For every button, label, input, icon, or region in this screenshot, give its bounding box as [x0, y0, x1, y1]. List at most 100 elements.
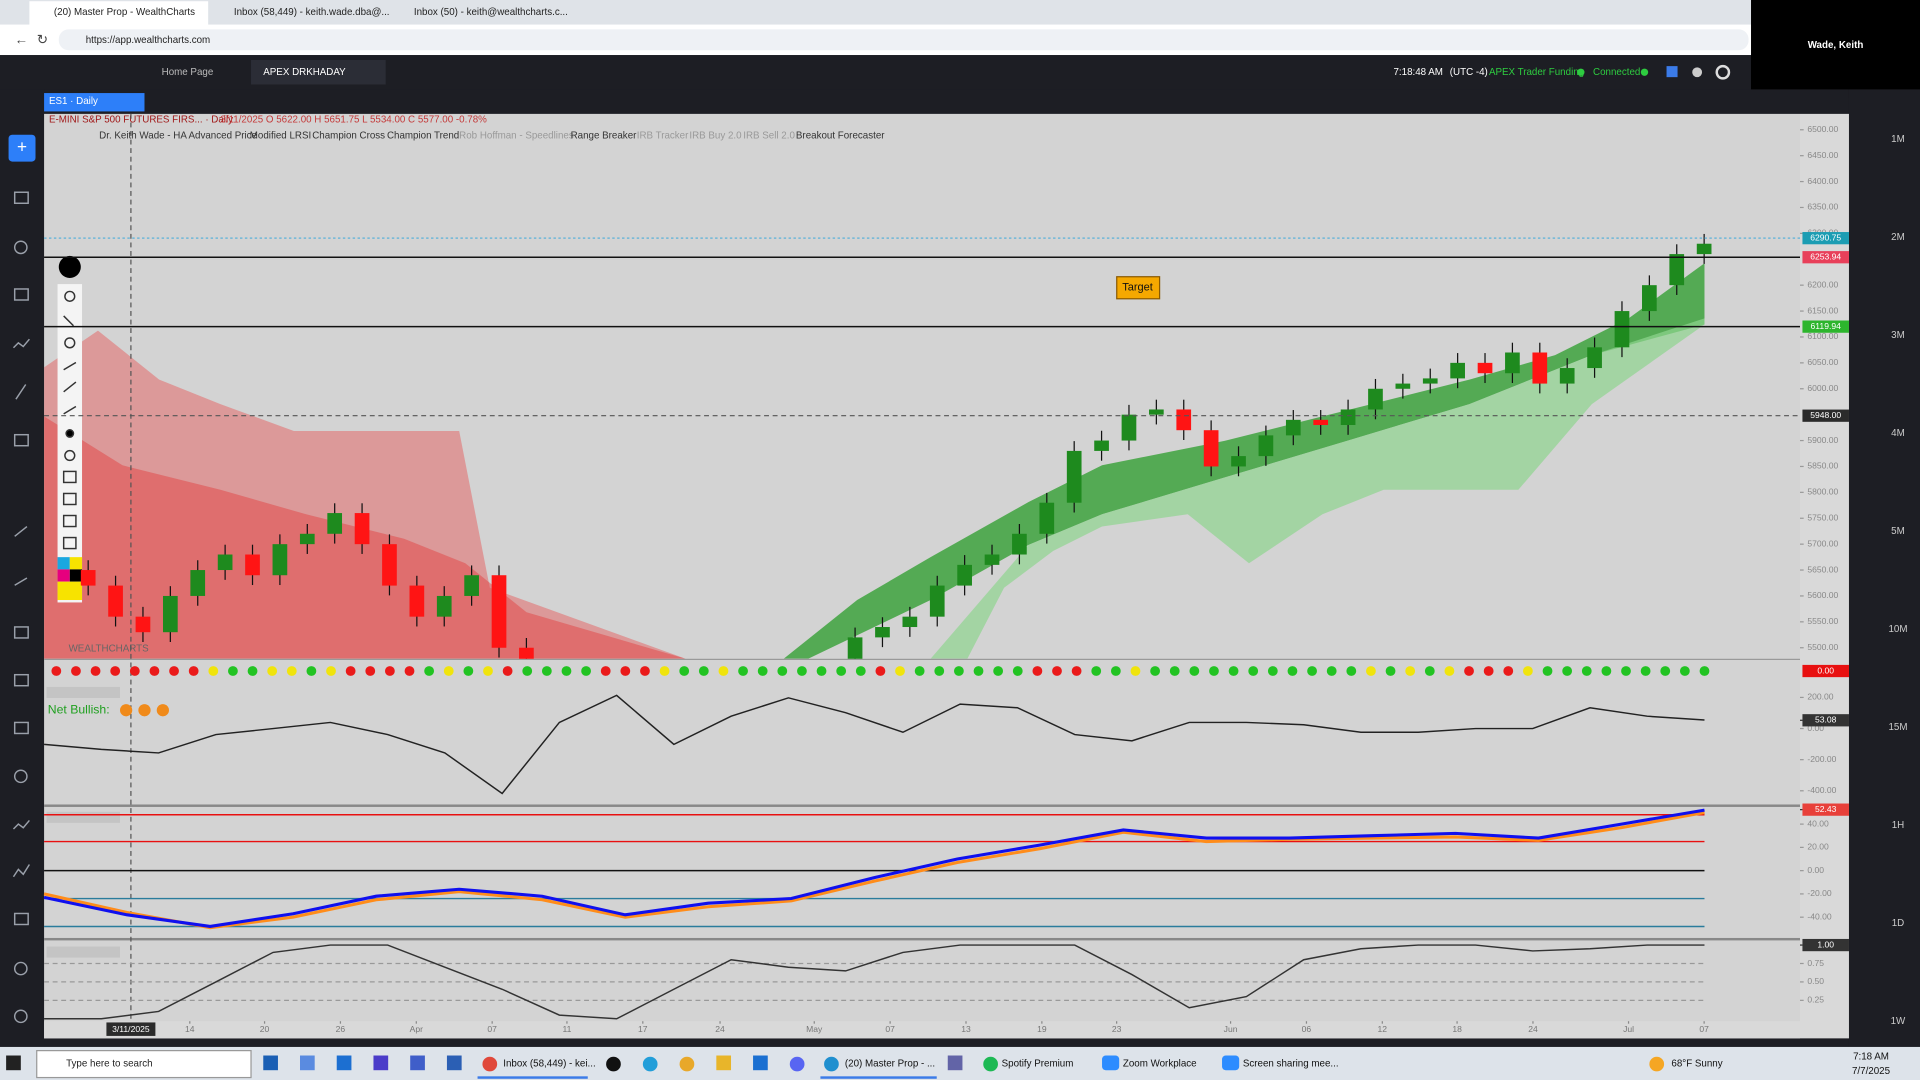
alerts-icon[interactable] — [1692, 67, 1703, 78]
signal-dot — [365, 666, 376, 676]
candle — [1642, 285, 1657, 312]
y-tick-label: 200.00 — [1807, 692, 1833, 702]
taskbar-icons[interactable] — [263, 1055, 1665, 1072]
taskbar-app[interactable]: Zoom Workplace — [1123, 1059, 1197, 1070]
search-text[interactable]: Type here to search — [66, 1059, 152, 1070]
x-tick-label: 13 — [961, 1024, 971, 1034]
signal-dot — [1542, 666, 1553, 676]
taskbar-app[interactable]: Spotify Premium — [1002, 1059, 1074, 1070]
browser-tab[interactable]: Inbox (50) - keith@wealthcharts.c... — [414, 7, 568, 18]
interval[interactable]: 1D — [1892, 918, 1905, 929]
active-tab[interactable] — [29, 1, 209, 25]
candle — [1313, 419, 1329, 426]
y-tick-label: 6100.00 — [1807, 331, 1838, 341]
signal-dot — [443, 666, 454, 676]
url-field[interactable] — [58, 29, 1749, 51]
candle — [519, 647, 534, 659]
color-swatch[interactable] — [57, 581, 83, 600]
interval[interactable]: 1M — [1891, 134, 1905, 145]
candle — [1066, 450, 1082, 503]
signal-dot — [816, 666, 827, 676]
candle — [162, 595, 178, 633]
layout-tab[interactable]: APEX DRKHADAY — [263, 67, 346, 78]
pin-tool[interactable] — [58, 255, 81, 278]
color-swatch[interactable] — [69, 557, 83, 570]
color-swatch[interactable] — [69, 569, 83, 582]
candle — [929, 585, 945, 617]
search-box[interactable] — [36, 1050, 252, 1079]
candle — [1203, 430, 1219, 467]
indicator-name[interactable]: Champion Cross — [312, 131, 385, 142]
signal-dot — [698, 666, 709, 676]
indicator-name[interactable]: Champion Trend — [387, 131, 459, 142]
signal-dot — [424, 666, 435, 676]
indicator-name[interactable]: Rob Hoffman - Speedlines — [459, 131, 574, 142]
color-swatch[interactable] — [57, 569, 70, 582]
pane-label: Net Bullish: — [48, 702, 110, 716]
active-layout-tab[interactable] — [251, 60, 386, 85]
interval[interactable]: 10M — [1888, 624, 1907, 635]
indicator-name[interactable]: Modified LRSI — [250, 131, 311, 142]
signal-dot — [502, 666, 513, 676]
signal-dot — [149, 666, 160, 676]
taskbar-app[interactable]: (20) Master Prop - ... — [845, 1059, 935, 1070]
signal-dot — [875, 666, 886, 676]
indicator-name[interactable]: Range Breaker — [571, 131, 638, 142]
taskbar-app[interactable]: Screen sharing mee... — [1243, 1059, 1339, 1070]
interval[interactable]: 5M — [1891, 526, 1905, 537]
last-value: 1.00 — [1817, 939, 1834, 949]
signal-dot — [483, 666, 493, 676]
signal-dot — [1483, 666, 1494, 676]
signal-dot — [1012, 666, 1023, 676]
color-swatch[interactable] — [57, 557, 70, 570]
value-tag — [1802, 714, 1849, 727]
symbol-tab[interactable] — [44, 93, 145, 112]
y-tick-label: 6200.00 — [1807, 279, 1838, 289]
interval[interactable]: 15M — [1888, 722, 1907, 733]
signal-dot — [208, 666, 219, 676]
signal-dot — [934, 666, 945, 676]
indicator-line — [43, 810, 1705, 930]
candle — [1696, 243, 1712, 255]
url[interactable]: https://app.wealthcharts.com — [86, 35, 211, 46]
indicator-name[interactable]: Dr. Keith Wade - HA Advanced Price — [99, 131, 257, 142]
value-tag — [1802, 664, 1849, 678]
candle — [984, 554, 1000, 565]
y-tick-label: 5800.00 — [1807, 487, 1838, 497]
layout-tab[interactable]: Home Page — [162, 67, 214, 78]
indicator-name[interactable]: IRB Buy 2.0 — [689, 131, 742, 142]
pane-divider — [44, 804, 1800, 807]
browser-tab[interactable]: (20) Master Prop - WealthCharts — [54, 7, 195, 18]
annotation: Target — [1122, 282, 1153, 294]
candle — [491, 575, 507, 648]
indicator-name[interactable]: IRB Sell 2.0 — [743, 131, 795, 142]
taskbar-app[interactable]: Inbox (58,449) - kei... — [503, 1059, 595, 1070]
candle — [436, 595, 452, 617]
indicator-name[interactable]: Breakout Forecaster — [796, 131, 885, 142]
drawing-tools[interactable] — [62, 290, 77, 550]
signal-dot — [463, 666, 474, 676]
interval[interactable]: 3M — [1891, 330, 1905, 341]
reload-button[interactable]: ↻ — [37, 32, 48, 47]
price-tag — [1802, 409, 1849, 422]
settings-icon[interactable] — [1715, 64, 1731, 80]
add-icon[interactable]: + — [17, 137, 27, 157]
interval[interactable]: 2M — [1891, 232, 1905, 243]
start-button[interactable] — [6, 1055, 21, 1071]
browser-tab[interactable]: Inbox (58,449) - keith.wade.dba@... — [234, 7, 390, 18]
interval[interactable]: 1H — [1892, 820, 1905, 831]
add-button[interactable] — [8, 134, 36, 162]
signal-dot — [71, 666, 81, 676]
y-tick-label: 6400.00 — [1807, 176, 1838, 186]
signal-dot — [326, 666, 336, 676]
indicator-name[interactable]: IRB Tracker — [637, 131, 689, 142]
signal-dot — [953, 666, 964, 676]
interval[interactable]: 4M — [1891, 428, 1905, 439]
signal-dot — [797, 666, 807, 676]
save-icon[interactable] — [1666, 66, 1678, 78]
candle — [217, 554, 233, 571]
clock: 7:18 AM — [1853, 1051, 1889, 1062]
meeting-window — [1751, 0, 1920, 98]
back-button[interactable]: ← — [15, 32, 28, 47]
interval[interactable]: 1W — [1891, 1016, 1906, 1027]
